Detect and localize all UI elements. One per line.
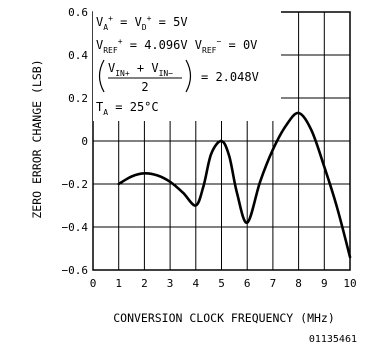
x-tick-label: 3 <box>167 277 174 290</box>
series-line <box>117 111 352 259</box>
annotation-fraction-numerator: VIN+ + VIN− <box>108 61 173 78</box>
x-tick-label: 9 <box>321 277 328 290</box>
annotation-line-4: TA = 25°C <box>96 100 159 117</box>
annotation-line-1: VA+ = VD+ = 5V <box>96 14 188 32</box>
y-axis-ticks: 0.6 0.4 0.2 0 −0.2 −0.4 −0.6 <box>62 6 89 277</box>
y-tick-label: 0 <box>81 135 88 148</box>
y-tick-label: 0.2 <box>68 92 88 105</box>
annotation-line-3: VIN+ + VIN− 2 = 2.048V <box>98 59 259 94</box>
y-tick-label: 0.6 <box>68 6 88 19</box>
x-tick-label: 10 <box>343 277 356 290</box>
y-tick-label: −0.4 <box>62 221 89 234</box>
annotation-fraction-result: = 2.048V <box>201 70 259 84</box>
y-tick-label: 0.4 <box>68 49 88 62</box>
series-group <box>117 111 352 259</box>
y-tick-label: −0.6 <box>62 264 89 277</box>
x-tick-label: 2 <box>141 277 148 290</box>
x-tick-label: 0 <box>90 277 97 290</box>
y-tick-label: −0.2 <box>62 178 89 191</box>
x-tick-label: 6 <box>244 277 251 290</box>
x-tick-label: 5 <box>218 277 225 290</box>
left-paren <box>98 59 105 93</box>
y-axis-title: ZERO ERROR CHANGE (LSB) <box>30 59 44 218</box>
annotation-box: VA+ = VD+ = 5V VREF+ = 4.096V VREF− = 0V… <box>93 11 281 121</box>
x-axis-ticks: 0 1 2 3 4 5 6 7 8 9 10 <box>90 277 357 290</box>
x-axis-title: CONVERSION CLOCK FREQUENCY (MHz) <box>113 311 335 325</box>
x-tick-label: 4 <box>192 277 199 290</box>
x-tick-label: 1 <box>115 277 122 290</box>
x-tick-label: 8 <box>295 277 302 290</box>
annotation-line-2: VREF+ = 4.096V VREF− = 0V <box>96 37 257 55</box>
right-paren <box>185 59 192 93</box>
figure-id: 01135461 <box>309 334 357 345</box>
x-tick-label: 7 <box>270 277 277 290</box>
annotation-fraction-denominator: 2 <box>141 80 148 94</box>
annotation-background <box>93 11 281 121</box>
